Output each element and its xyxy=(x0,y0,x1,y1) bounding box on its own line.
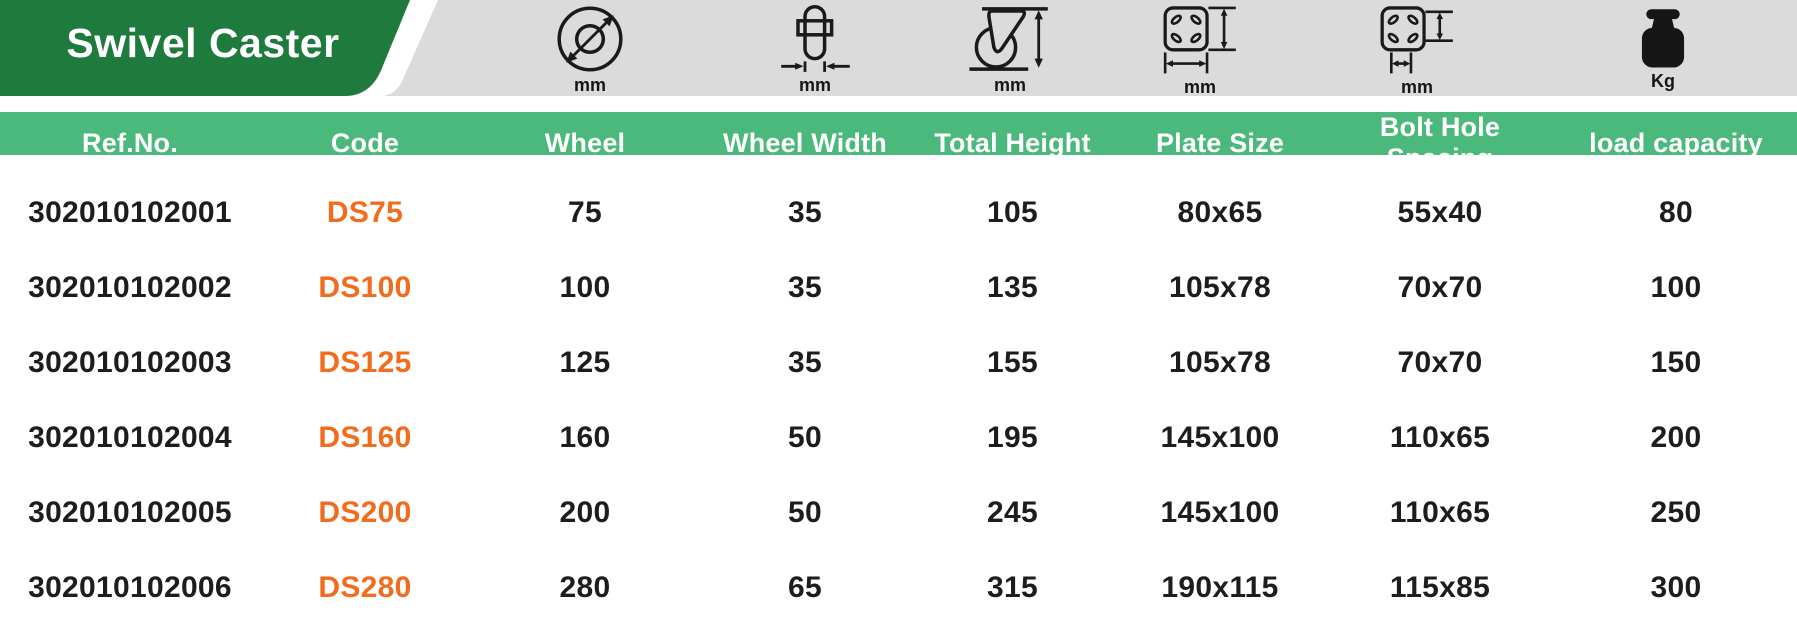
col-header-wheel: Wheel xyxy=(544,127,626,158)
wheel-diameter-icon-cell: mm xyxy=(525,4,655,95)
wheel-width-icon xyxy=(780,5,850,72)
cell-code: DS280 xyxy=(318,570,412,604)
plate-size-icon xyxy=(1163,6,1236,74)
unit-label: mm xyxy=(798,75,831,95)
col-header-load-capacity: load capacity xyxy=(1589,127,1763,158)
cell-plate-size: 145x100 xyxy=(1160,420,1280,454)
cell-load-capacity: 250 xyxy=(1650,495,1702,529)
cell-load-capacity: 100 xyxy=(1650,270,1702,304)
cell-plate-size: 105x78 xyxy=(1169,270,1271,304)
cell-load-capacity: 150 xyxy=(1650,345,1702,379)
cell-wheel: 160 xyxy=(559,420,611,454)
cell-bolt-hole-spacing: 70x70 xyxy=(1397,270,1483,304)
total-height-icon-cell: mm xyxy=(945,4,1075,95)
cell-wheel: 75 xyxy=(568,195,602,229)
table-row: 302010102002 DS100 100 35 135 105x78 70x… xyxy=(0,250,1797,325)
cell-ref-no: 302010102005 xyxy=(28,495,232,529)
cell-code: DS75 xyxy=(326,195,404,229)
cell-ref-no: 302010102004 xyxy=(28,420,232,454)
load-capacity-icon xyxy=(1641,9,1685,68)
band-background xyxy=(0,0,1797,96)
unit-label: Kg xyxy=(1651,71,1675,91)
cell-wheel-width: 35 xyxy=(788,345,822,379)
cell-bolt-hole-spacing: 110x65 xyxy=(1389,495,1491,529)
table-row: 302010102005 DS200 200 50 245 145x100 11… xyxy=(0,475,1797,550)
bolt-hole-spacing-icon xyxy=(1380,6,1453,74)
cell-wheel: 100 xyxy=(559,270,611,304)
cell-plate-size: 145x100 xyxy=(1160,495,1280,529)
cell-plate-size: 80x65 xyxy=(1177,195,1263,229)
page-title: Swivel Caster xyxy=(66,20,340,66)
col-header-code: Code xyxy=(330,127,400,158)
unit-label: mm xyxy=(1183,77,1216,97)
cell-ref-no: 302010102003 xyxy=(28,345,232,379)
cell-wheel: 280 xyxy=(559,570,611,604)
cell-wheel: 125 xyxy=(559,345,611,379)
top-band: Swivel Caster mm xyxy=(0,0,1797,97)
table-row: 302010102004 DS160 160 50 195 145x100 11… xyxy=(0,400,1797,475)
cell-wheel-width: 65 xyxy=(788,570,822,604)
col-header-total-height: Total Height xyxy=(934,127,1091,158)
cell-plate-size: 190x115 xyxy=(1161,570,1279,604)
cell-code: DS200 xyxy=(318,495,412,529)
load-capacity-icon-cell: Kg xyxy=(1598,8,1728,91)
col-header-ref-no: Ref.No. xyxy=(82,127,178,158)
cell-total-height: 155 xyxy=(987,345,1038,379)
cell-bolt-hole-spacing: 110x65 xyxy=(1389,420,1491,454)
table-row: 302010102006 DS280 280 65 315 190x115 11… xyxy=(0,550,1797,622)
cell-wheel-width: 50 xyxy=(788,420,822,454)
table-body: 302010102001 DS75 75 35 105 80x65 55x40 … xyxy=(0,155,1797,622)
cell-total-height: 195 xyxy=(987,420,1038,454)
cell-load-capacity: 200 xyxy=(1650,420,1702,454)
total-height-icon xyxy=(969,7,1048,71)
cell-wheel: 200 xyxy=(559,495,611,529)
cell-code: DS125 xyxy=(318,345,412,379)
cell-bolt-hole-spacing: 115x85 xyxy=(1389,570,1491,604)
bolt-hole-spacing-icon-cell: mm xyxy=(1352,4,1482,97)
col-header-plate-size: Plate Size xyxy=(1155,127,1285,158)
table-row: 302010102001 DS75 75 35 105 80x65 55x40 … xyxy=(0,175,1797,250)
unit-label: mm xyxy=(993,75,1026,95)
cell-load-capacity: 300 xyxy=(1650,570,1702,604)
table-row: 302010102003 DS125 125 35 155 105x78 70x… xyxy=(0,325,1797,400)
cell-plate-size: 105x78 xyxy=(1169,345,1271,379)
unit-label: mm xyxy=(1400,77,1433,97)
cell-total-height: 105 xyxy=(987,195,1038,229)
cell-total-height: 135 xyxy=(987,270,1038,304)
cell-ref-no: 302010102001 xyxy=(28,195,232,229)
wheel-width-icon-cell: mm xyxy=(750,4,880,95)
wheel-diameter-icon xyxy=(557,6,623,72)
col-header-wheel-width: Wheel Width xyxy=(723,127,887,158)
plate-size-icon-cell: mm xyxy=(1135,4,1265,97)
cell-code: DS160 xyxy=(318,420,412,454)
col-header-bolt-hole-spacing: Bolt Hole Spacing xyxy=(1379,112,1501,173)
cell-wheel-width: 50 xyxy=(788,495,822,529)
cell-total-height: 245 xyxy=(987,495,1038,529)
cell-code: DS100 xyxy=(318,270,412,304)
table-header-row: Ref.No. Code Wheel Wheel Width Total Hei… xyxy=(0,112,1797,173)
cell-load-capacity: 80 xyxy=(1659,195,1693,229)
cell-bolt-hole-spacing: 70x70 xyxy=(1397,345,1483,379)
cell-ref-no: 302010102002 xyxy=(28,270,232,304)
cell-wheel-width: 35 xyxy=(788,195,822,229)
cell-ref-no: 302010102006 xyxy=(28,570,232,604)
unit-label: mm xyxy=(573,75,606,95)
cell-total-height: 315 xyxy=(987,570,1038,604)
cell-bolt-hole-spacing: 55x40 xyxy=(1397,195,1483,229)
cell-wheel-width: 35 xyxy=(788,270,822,304)
